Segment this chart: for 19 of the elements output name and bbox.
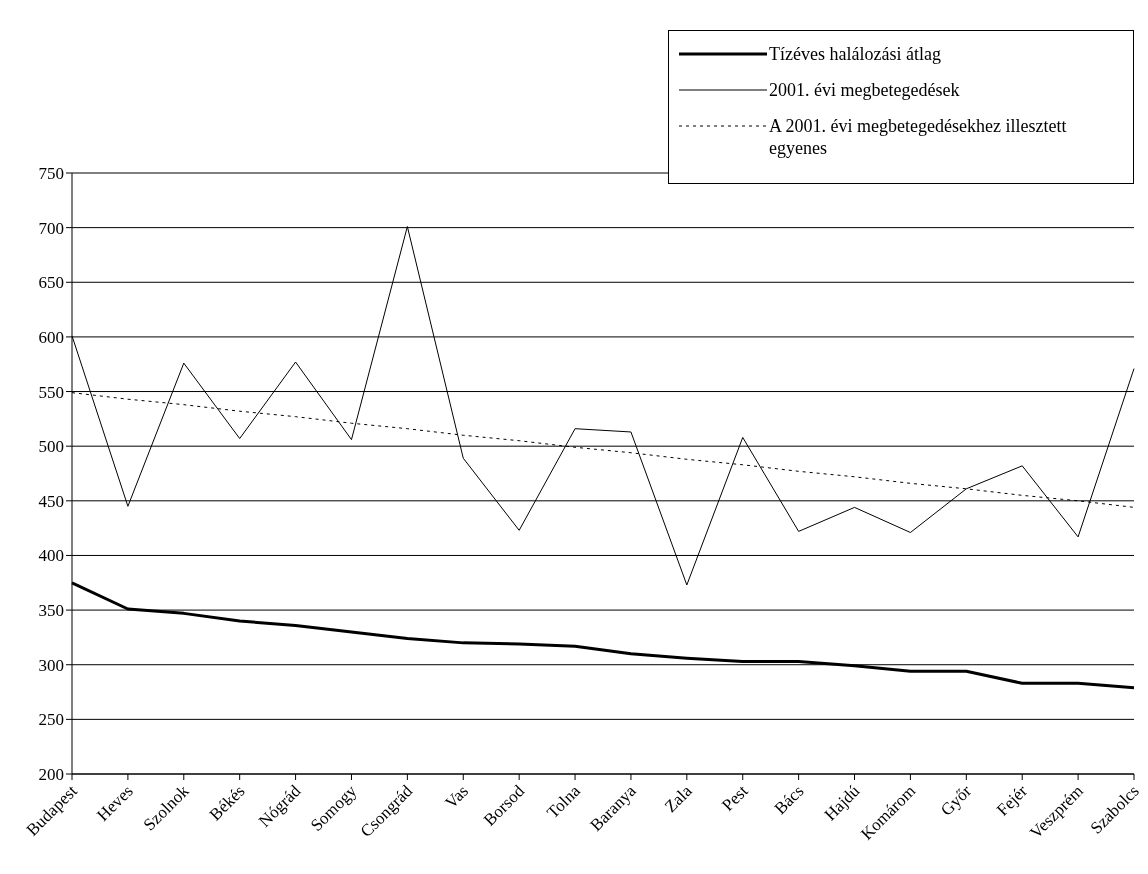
y-tick-label: 250: [38, 710, 64, 730]
y-tick-label: 500: [38, 437, 64, 457]
y-tick-label: 650: [38, 273, 64, 293]
y-tick-label: 400: [38, 546, 64, 566]
x-tick-label: Vas: [441, 781, 473, 813]
x-tick-label: Pest: [718, 781, 752, 815]
y-tick-label: 450: [38, 491, 64, 511]
legend-label: Tízéves halálozási átlag: [769, 43, 941, 65]
y-tick-label: 350: [38, 601, 64, 621]
x-tick-label: Zala: [660, 781, 696, 817]
x-tick-label: Bács: [770, 781, 808, 819]
y-tick-label: 750: [38, 164, 64, 184]
y-tick-label: 550: [38, 382, 64, 402]
y-tick-label: 200: [38, 765, 64, 785]
y-tick-label: 600: [38, 327, 64, 347]
y-tick-label: 300: [38, 655, 64, 675]
legend-label: 2001. évi megbetegedések: [769, 79, 960, 101]
y-tick-label: 700: [38, 218, 64, 238]
legend-label: A 2001. évi megbetegedésekhez illesztett egyenes: [769, 115, 1068, 159]
